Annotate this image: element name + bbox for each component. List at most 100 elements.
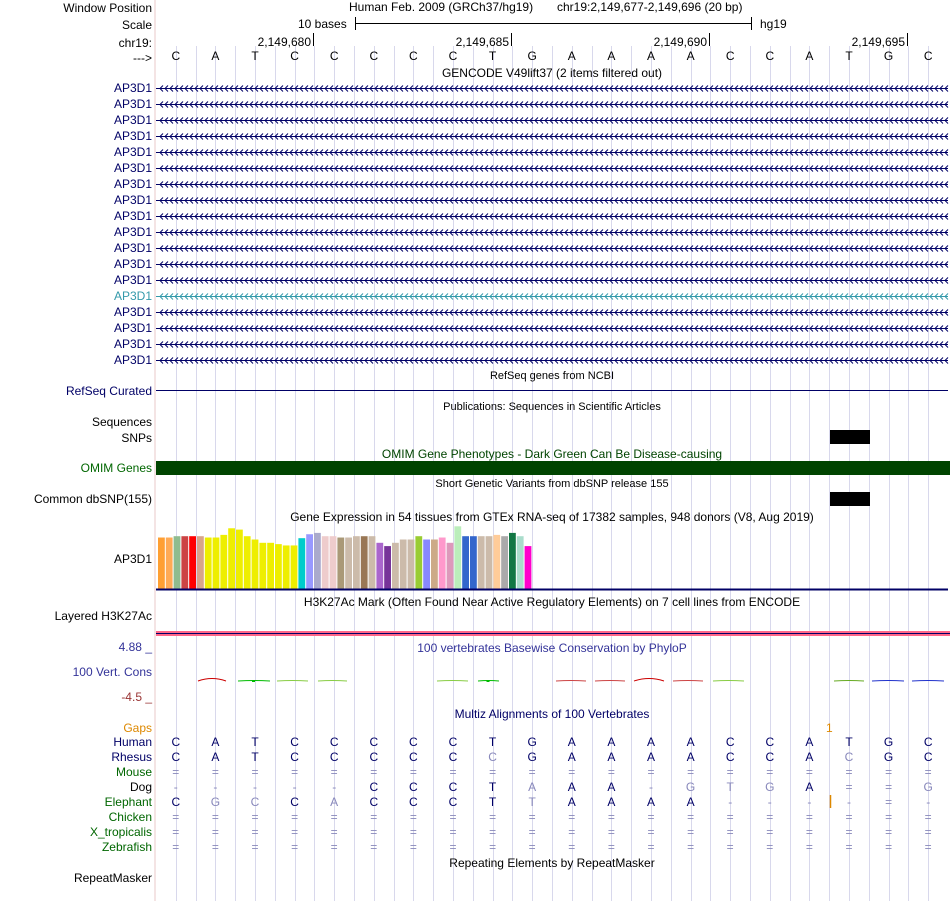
alignment-base: C	[369, 780, 379, 794]
alignment-base: =	[172, 810, 180, 824]
alignment-base: =	[370, 765, 378, 779]
repeatmasker-title[interactable]: Repeating Elements by RepeatMasker	[449, 856, 655, 870]
species-label[interactable]: X_tropicalis	[89, 825, 152, 839]
base-letter: C	[765, 49, 775, 63]
h3k27ac-signal	[156, 633, 950, 634]
alignment-base: A	[567, 780, 576, 794]
alignment-base: =	[607, 840, 615, 854]
gencode-gene-label[interactable]: AP3D1	[113, 193, 152, 207]
gencode-title[interactable]: GENCODE V49lift37 (2 items filtered out)	[441, 66, 663, 80]
ruler-tick-label: 2,149,685	[455, 35, 509, 49]
h3k27ac-title[interactable]: H3K27Ac Mark (Often Found Near Active Re…	[303, 595, 801, 609]
publications-title[interactable]: Publications: Sequences in Scientific Ar…	[443, 401, 661, 413]
alignment-base: -	[847, 795, 851, 809]
base-letter: C	[448, 49, 458, 63]
alignment-base: T	[488, 735, 497, 749]
alignment-base: C	[923, 750, 933, 764]
snps-label[interactable]: SNPs	[121, 431, 152, 445]
gencode-gene-label[interactable]: AP3D1	[113, 209, 152, 223]
gencode-gene-label[interactable]: AP3D1	[113, 113, 152, 127]
alignment-base: =	[568, 765, 576, 779]
gaps-label: Gaps	[123, 721, 152, 735]
gencode-gene-label[interactable]: AP3D1	[113, 177, 152, 191]
phylop-score-mark	[197, 678, 227, 682]
alignment-base: =	[885, 840, 893, 854]
gencode-gene-label[interactable]: AP3D1	[113, 225, 152, 239]
alignment-base: =	[805, 840, 813, 854]
repeatmasker-label[interactable]: RepeatMasker	[73, 871, 152, 885]
species-label[interactable]: Dog	[129, 780, 152, 794]
omim-label[interactable]: OMIM Genes	[80, 461, 152, 475]
dbsnp-feature	[830, 492, 870, 506]
alignment-base: C	[329, 750, 339, 764]
alignment-base: =	[687, 765, 695, 779]
alignment-base: A	[211, 750, 220, 764]
alignment-base: C	[448, 735, 458, 749]
alignment-base: C	[725, 750, 735, 764]
gencode-gene-label[interactable]: AP3D1	[113, 273, 152, 287]
species-label[interactable]: Chicken	[108, 810, 152, 824]
h3k27ac-signal	[156, 634, 950, 636]
phylop-score-mark	[712, 680, 745, 682]
alignment-base: =	[251, 810, 259, 824]
gencode-gene-label[interactable]: AP3D1	[113, 337, 152, 351]
h3k27ac-label[interactable]: Layered H3K27Ac	[54, 609, 152, 623]
gtex-tissue-bar	[220, 534, 228, 589]
gencode-gene-label[interactable]: AP3D1	[113, 97, 152, 111]
dbsnp-title[interactable]: Short Genetic Variants from dbSNP releas…	[435, 478, 669, 490]
phylop-min-label: -4.5 _	[121, 690, 152, 704]
alignment-base: =	[687, 810, 695, 824]
gencode-gene-label[interactable]: AP3D1	[113, 129, 152, 143]
alignment-base: =	[211, 840, 219, 854]
multiz-title[interactable]: Multiz Alignments of 100 Vertebrates	[454, 707, 650, 721]
alignment-base: C	[369, 750, 379, 764]
omim-title[interactable]: OMIM Gene Phenotypes - Dark Green Can Be…	[381, 447, 723, 461]
gencode-gene-label[interactable]: AP3D1	[113, 161, 152, 175]
gtex-tissue-bar	[360, 536, 368, 589]
gencode-gene-label[interactable]: AP3D1	[113, 241, 152, 255]
gencode-gene-label[interactable]: AP3D1	[113, 305, 152, 319]
alignment-base: =	[528, 825, 536, 839]
gencode-gene-label[interactable]: AP3D1	[113, 145, 152, 159]
gtex-tissue-bar	[470, 536, 477, 589]
alignment-base: =	[687, 825, 695, 839]
ruler-tick-label: 2,149,680	[257, 35, 311, 49]
gencode-gene-label[interactable]: AP3D1	[113, 289, 152, 303]
gtex-tissue-bar	[275, 544, 282, 589]
gtex-gene-label[interactable]: AP3D1	[113, 552, 152, 566]
alignment-base: G	[883, 735, 894, 749]
position-text[interactable]: chr19:2,149,677-2,149,696 (20 bp)	[557, 0, 743, 14]
dbsnp-label[interactable]: Common dbSNP(155)	[33, 492, 152, 506]
alignment-base: C	[448, 795, 458, 809]
chrom-label: chr19:	[118, 36, 152, 50]
gencode-gene-label[interactable]: AP3D1	[113, 321, 152, 335]
gencode-gene-label[interactable]: AP3D1	[113, 353, 152, 367]
gtex-tissue-bar	[228, 528, 235, 589]
refseq-title[interactable]: RefSeq genes from NCBI	[489, 370, 615, 382]
phylop-label[interactable]: 100 Vert. Cons	[72, 665, 152, 679]
species-label[interactable]: Rhesus	[111, 750, 152, 764]
strand-label: --->	[133, 51, 152, 65]
species-label[interactable]: Mouse	[115, 765, 152, 779]
gencode-strand-arrows	[159, 181, 949, 188]
base-letter: C	[369, 49, 379, 63]
base-letter: C	[290, 49, 299, 63]
alignment-base: =	[489, 810, 497, 824]
alignment-base: =	[726, 765, 734, 779]
alignment-base: A	[646, 735, 656, 749]
alignment-base: -	[926, 795, 931, 809]
scale-label: Scale	[121, 18, 152, 32]
refseq-label[interactable]: RefSeq Curated	[65, 384, 152, 398]
phylop-title[interactable]: 100 vertebrates Basewise Conservation by…	[417, 641, 687, 655]
alignment-base: =	[172, 765, 180, 779]
gencode-gene-label[interactable]: AP3D1	[113, 257, 152, 271]
gtex-tissue-bar	[477, 536, 485, 589]
gencode-gene-label[interactable]: AP3D1	[113, 81, 152, 95]
species-label[interactable]: Human	[113, 735, 152, 749]
species-label[interactable]: Elephant	[104, 795, 152, 809]
species-label[interactable]: Zebrafish	[101, 840, 152, 854]
alignment-base: =	[489, 765, 497, 779]
publications-label[interactable]: Sequences	[91, 415, 152, 429]
gtex-title[interactable]: Gene Expression in 54 tissues from GTEx …	[290, 510, 814, 524]
base-letter: T	[845, 49, 853, 63]
